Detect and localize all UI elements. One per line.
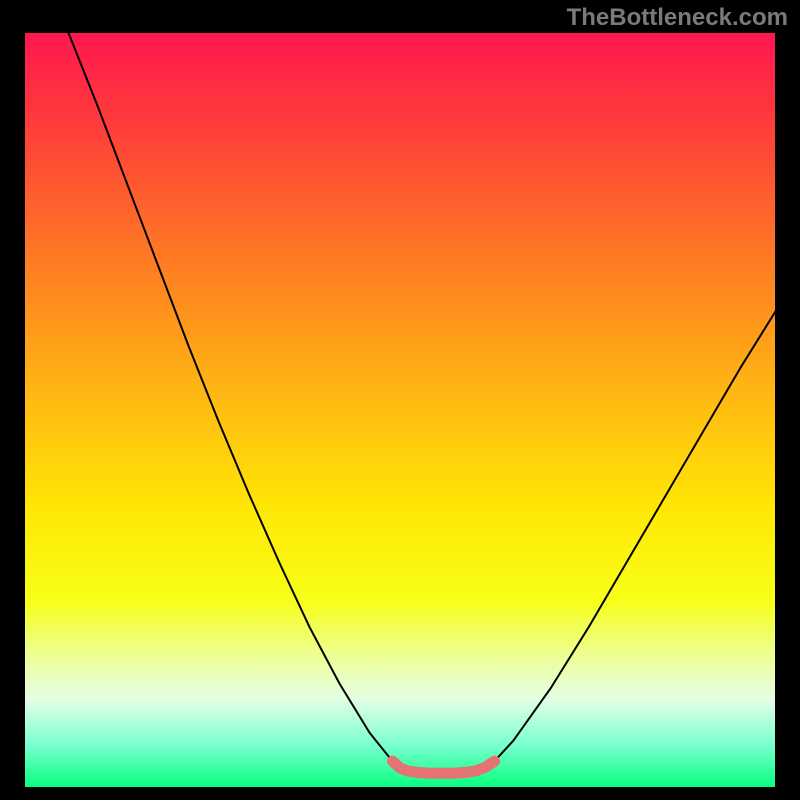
chart-container: TheBottleneck.com	[0, 0, 800, 800]
chart-svg	[22, 30, 778, 790]
watermark-text: TheBottleneck.com	[567, 4, 788, 32]
plot-area	[22, 30, 778, 790]
